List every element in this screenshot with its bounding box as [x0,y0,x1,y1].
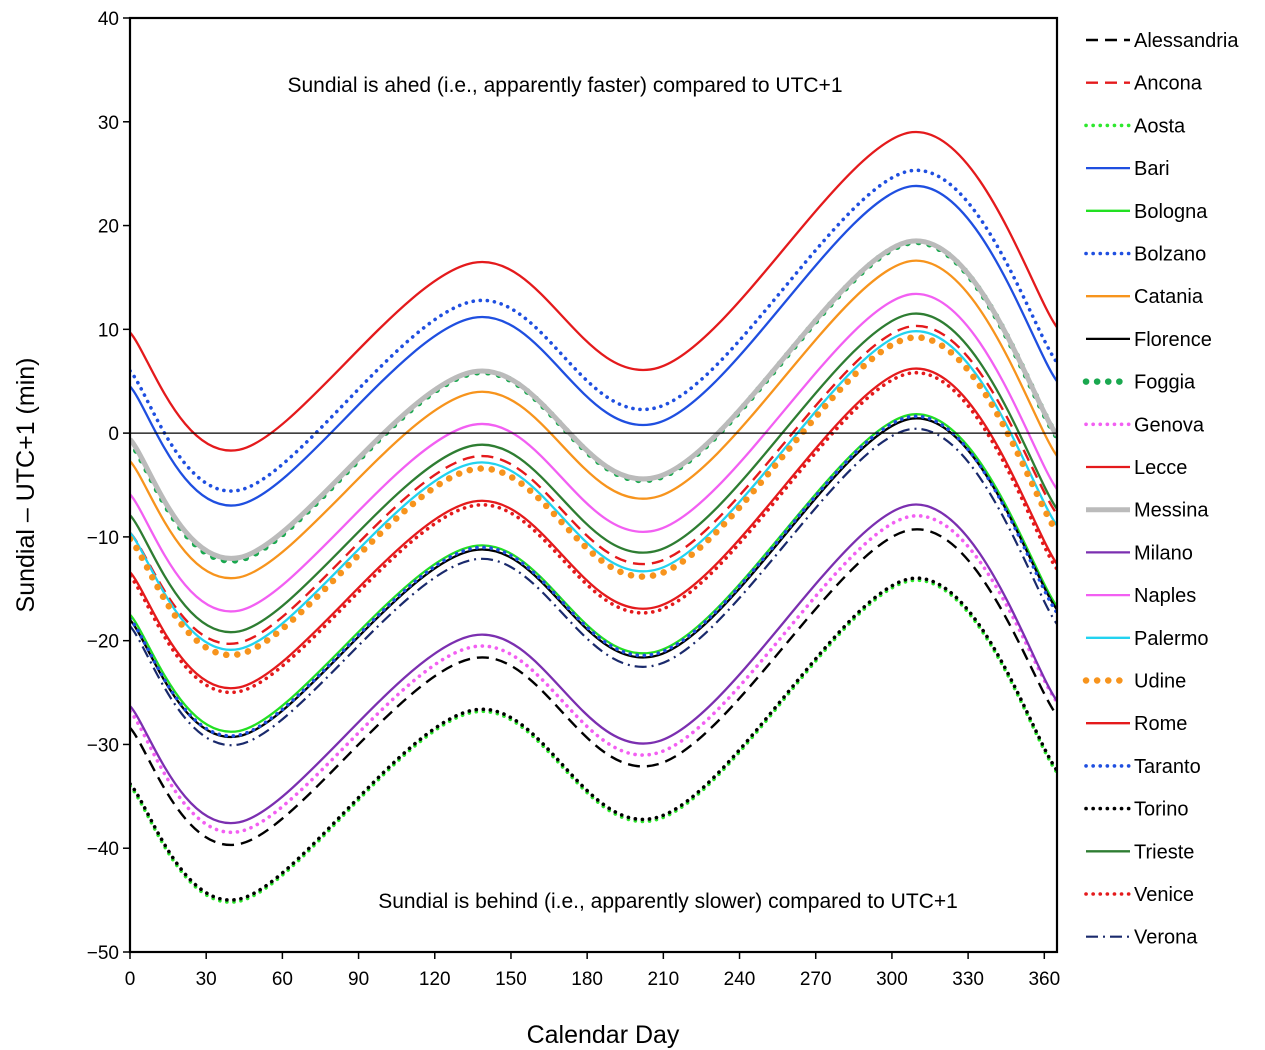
annotation-behind: Sundial is behind (i.e., apparently slow… [378,890,958,913]
series-line-bari [130,184,1057,507]
annotation-ahead: Sundial is ahed (i.e., apparently faster… [287,74,842,97]
legend-item: Verona [1086,927,1198,949]
plot-area [130,18,1057,952]
legend-label: Udine [1134,671,1186,693]
x-tick-label: 120 [419,969,451,990]
y-tick-label: 20 [98,217,119,238]
legend-item: Venice [1084,884,1194,906]
legend-label: Lecce [1134,457,1187,479]
legend-label: Aosta [1134,115,1186,137]
series-line-udine [130,334,1057,659]
series-line-catania [130,259,1057,580]
legend-item: Bari [1086,158,1170,180]
legend-label: Naples [1134,585,1196,607]
legend-label: Palermo [1134,628,1208,650]
legend-item: Ancona [1086,73,1203,95]
series-line-bologna [130,413,1057,733]
legend-label: Messina [1134,500,1209,522]
legend-item: Genova [1084,414,1205,436]
y-tick-label: −10 [87,528,119,549]
legend-label: Bologna [1134,201,1208,223]
series-line-taranto [130,414,1057,738]
legend-label: Foggia [1134,372,1196,394]
y-tick-label: 10 [98,320,119,341]
series-line-lecce [130,130,1057,452]
series-line-venice [130,371,1057,695]
legend-item: Catania [1086,286,1204,308]
y-tick-label: 40 [98,9,119,30]
x-tick-label: 30 [196,969,217,990]
x-tick-label: 300 [876,969,908,990]
legend-label: Florence [1134,329,1212,351]
legend-item: Rome [1086,713,1187,735]
x-tick-label: 330 [952,969,984,990]
y-tick-label: 0 [108,424,119,445]
series-line-trieste [130,312,1057,634]
legend-label: Bari [1134,158,1170,180]
series-line-alessandria [130,528,1057,847]
x-tick-label: 90 [348,969,369,990]
x-tick-label: 0 [125,969,136,990]
legend-label: Bolzano [1134,244,1206,266]
legend-label: Genova [1134,414,1205,436]
y-tick-label: 30 [98,113,119,134]
y-tick-label: −20 [87,632,119,653]
series-line-messina [130,238,1057,561]
series-layer [130,130,1057,904]
legend-item: Bologna [1086,201,1208,223]
series-line-naples [130,292,1057,613]
legend-item: Milano [1086,542,1193,564]
legend-item: Palermo [1086,628,1208,650]
x-tick-label: 240 [724,969,756,990]
x-tick-label: 360 [1028,969,1060,990]
legend-label: Ancona [1134,73,1203,95]
y-tick-label: −30 [87,735,119,756]
series-line-verona [130,427,1057,747]
legend-item: Bolzano [1084,244,1206,266]
legend-label: Torino [1134,799,1188,821]
legend-item: Lecce [1086,457,1187,479]
legend-label: Trieste [1134,841,1194,863]
series-line-rome [130,367,1057,690]
x-axis-title: Calendar Day [527,1021,680,1049]
legend-label: Venice [1134,884,1194,906]
legend-label: Catania [1134,286,1204,308]
legend: Alessandria Ancona Aosta Bari Bologna Bolzano… [1082,30,1239,949]
legend-item: Messina [1086,500,1209,522]
legend-item: Florence [1086,329,1212,351]
series-line-milano [130,503,1057,825]
legend-label: Taranto [1134,756,1201,778]
y-tick-label: −40 [87,839,119,860]
legend-item: Foggia [1082,372,1196,394]
legend-item: Udine [1082,671,1186,693]
x-tick-label: 210 [647,969,679,990]
y-axis: 40 30 20 10 0 −10 −20 −30 −40 −50 [87,9,130,964]
legend-item: Taranto [1084,756,1201,778]
plot-frame [128,16,1059,954]
legend-label: Rome [1134,713,1187,735]
y-tick-label: −50 [87,943,119,964]
series-line-ancona [130,324,1057,645]
legend-label: Alessandria [1134,30,1239,52]
legend-item: Torino [1084,799,1188,821]
legend-item: Trieste [1086,841,1194,863]
series-line-genova [130,514,1057,835]
x-axis: 0 30 60 90 120 150 180 210 240 270 300 330 360 [125,952,1060,990]
series-line-palermo [130,330,1057,651]
legend-label: Milano [1134,542,1193,564]
legend-item: Aosta [1084,115,1186,137]
y-axis-title: Sundial – UTC+1 (min) [12,358,40,613]
legend-item: Naples [1086,585,1196,607]
legend-item: Alessandria [1086,30,1239,52]
legend-label: Verona [1134,927,1198,949]
x-tick-label: 60 [272,969,293,990]
x-tick-label: 270 [800,969,832,990]
series-line-bolzano [130,168,1057,493]
x-tick-label: 150 [495,969,527,990]
x-tick-label: 180 [571,969,603,990]
